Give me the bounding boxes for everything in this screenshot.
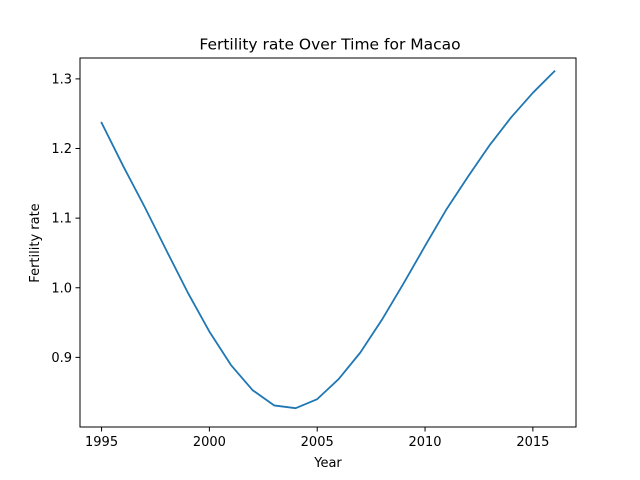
y-tick-label: 1.2 <box>51 142 72 157</box>
y-axis-label: Fertility rate <box>28 203 43 282</box>
y-tick-label: 1.3 <box>51 72 72 87</box>
series-line-0 <box>100 69 556 410</box>
x-tick-label: 1995 <box>85 435 118 450</box>
axes-frame <box>79 57 577 428</box>
chart-title: Fertility rate Over Time for Macao <box>199 36 460 54</box>
x-tick-label: 2005 <box>301 435 334 450</box>
plot-area <box>79 57 577 428</box>
y-tick-label: 1.0 <box>51 281 72 296</box>
y-tick-label: 0.9 <box>51 351 72 366</box>
x-tick-label: 2015 <box>516 435 549 450</box>
x-axis-label: Year <box>313 456 342 471</box>
x-axis-ticks: 1995 2000 2005 2010 2015 <box>85 427 549 450</box>
x-tick-label: 2010 <box>408 435 441 450</box>
y-tick-label: 1.1 <box>51 212 72 227</box>
x-tick-label: 2000 <box>193 435 226 450</box>
y-axis-ticks: 0.9 1.0 1.1 1.2 1.3 <box>51 72 80 366</box>
